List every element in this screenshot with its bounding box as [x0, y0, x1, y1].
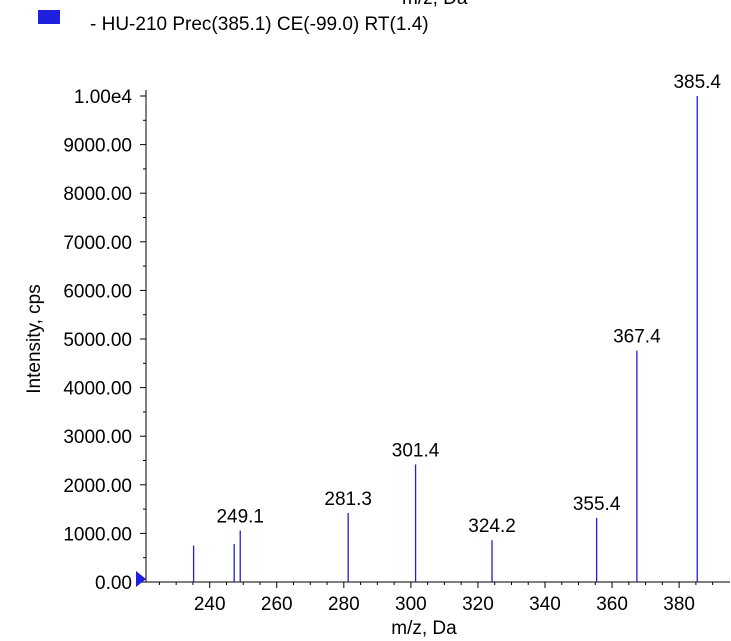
peak-label: 324.2 — [468, 516, 516, 537]
peak-label: 385.4 — [673, 72, 721, 93]
y-axis-ticks: 0.00 1000.00 2000.00 3000.00 4000.00 5000.00 6… — [63, 87, 146, 594]
y-tick-label: 6000.00 — [63, 281, 132, 302]
x-axis-ticks: 240 260 280 300 320 340 360 380 — [158, 582, 714, 615]
x-tick-label: 240 — [194, 594, 226, 615]
top-cut-axis-label: m/z, Da — [402, 0, 467, 10]
x-tick-label: 380 — [663, 594, 695, 615]
legend-label: - HU-210 Prec(385.1) CE(-99.0) RT(1.4) — [90, 14, 429, 35]
y-tick-label: 1.00e4 — [74, 87, 133, 108]
peak-label: 301.4 — [392, 440, 440, 461]
y-axis-label: Intensity, cps — [24, 284, 45, 393]
y-tick-label: 4000.00 — [63, 379, 132, 400]
y-tick-label: 9000.00 — [63, 136, 132, 157]
peak-labels: 249.1 281.3 301.4 324.2 355.4 367.4 385.4 — [216, 72, 721, 537]
peak-label: 249.1 — [216, 506, 264, 527]
chart-legend: - HU-210 Prec(385.1) CE(-99.0) RT(1.4) — [38, 6, 678, 40]
y-tick-label: 1000.00 — [63, 524, 132, 545]
y-tick-label: 2000.00 — [63, 476, 132, 497]
x-tick-label: 320 — [462, 594, 494, 615]
peak-label: 355.4 — [573, 494, 621, 515]
peak-label: 281.3 — [324, 489, 372, 510]
x-tick-label: 280 — [328, 594, 360, 615]
x-axis-label: m/z, Da — [391, 618, 457, 639]
x-tick-label: 260 — [261, 594, 293, 615]
peak-label: 367.4 — [613, 327, 661, 348]
y-tick-label: 3000.00 — [63, 427, 132, 448]
x-tick-label: 340 — [529, 594, 561, 615]
peaks — [192, 96, 698, 582]
y-tick-label: 5000.00 — [63, 330, 132, 351]
y-tick-label: 8000.00 — [63, 184, 132, 205]
y-tick-label: 0.00 — [95, 573, 132, 594]
x-tick-label: 300 — [395, 594, 427, 615]
x-tick-label: 360 — [596, 594, 628, 615]
baseline-marker-icon — [136, 571, 146, 587]
y-tick-label: 7000.00 — [63, 233, 132, 254]
legend-swatch — [38, 10, 60, 24]
